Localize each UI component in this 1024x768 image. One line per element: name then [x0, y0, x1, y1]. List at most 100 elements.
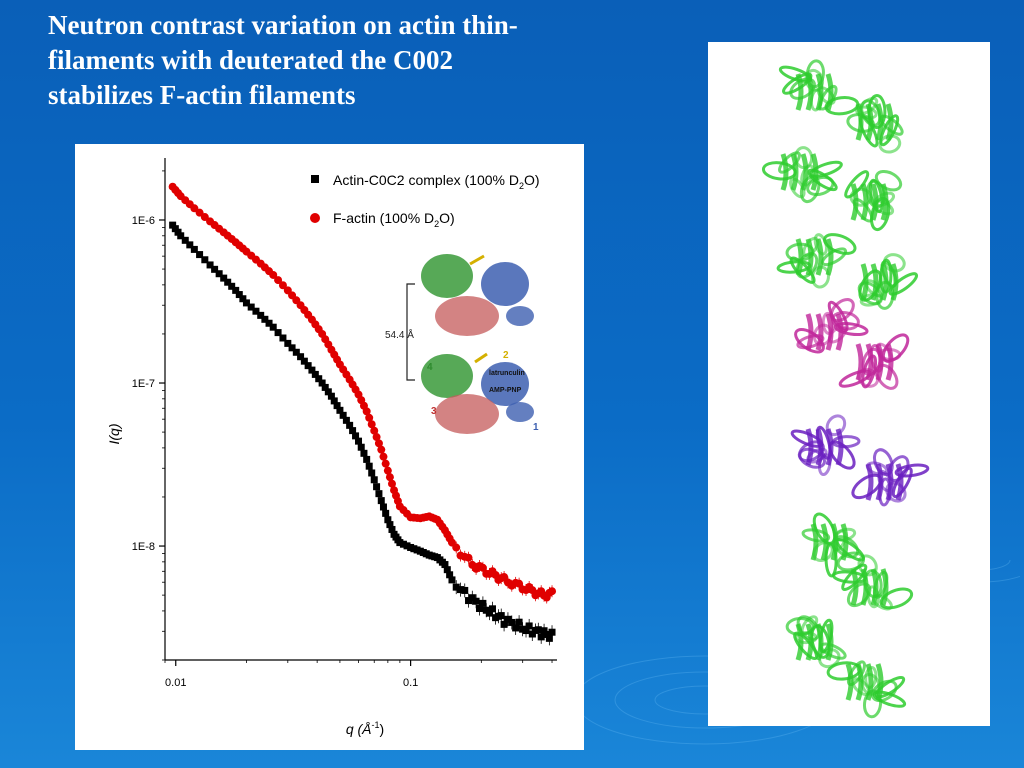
- series-complex-points: [169, 221, 556, 646]
- factin-data-point: [515, 579, 524, 588]
- slide-title: Neutron contrast variation on actin thin…: [48, 8, 688, 113]
- legend-marker-factin: [310, 213, 320, 223]
- y-tick-label-2: 1E-8: [132, 541, 155, 553]
- complex-data-point: [379, 503, 387, 511]
- complex-data-point: [368, 469, 376, 477]
- complex-data-point: [475, 604, 483, 612]
- complex-data-point: [485, 609, 493, 617]
- f-actin-filament-illustration: [761, 59, 930, 719]
- actin-subunit-11: [801, 512, 866, 578]
- factin-data-point: [278, 281, 287, 290]
- x-axis-label-sup: -1: [372, 720, 380, 730]
- complex-data-point: [534, 626, 542, 634]
- complex-data-point: [169, 221, 177, 229]
- complex-data-point: [446, 571, 454, 579]
- complex-data-point: [465, 597, 473, 605]
- complex-data-point: [500, 620, 508, 628]
- complex-data-point: [190, 245, 198, 253]
- complex-data-point: [261, 315, 269, 323]
- complex-data-point: [456, 586, 464, 594]
- complex-data-point: [461, 586, 469, 594]
- complex-data-point: [215, 270, 223, 278]
- complex-data-point: [257, 311, 265, 319]
- complex-data-point: [452, 583, 460, 591]
- complex-data-point: [311, 370, 319, 378]
- complex-data-point: [382, 509, 390, 517]
- complex-data-point: [497, 612, 505, 620]
- label-amp-pnp: AMP-PNP: [489, 387, 522, 394]
- upper-actin-subunit-illustration: [421, 254, 534, 336]
- label-subdomain-4: 4: [427, 362, 433, 373]
- series-factin-points: [168, 182, 557, 604]
- complex-data-point: [342, 416, 350, 424]
- factin-data-point: [385, 473, 394, 482]
- factin-data-point: [464, 553, 473, 562]
- factin-data-point: [200, 213, 209, 222]
- factin-data-point: [372, 433, 381, 442]
- complex-data-point: [239, 295, 247, 303]
- complex-data-point: [522, 627, 530, 635]
- complex-data-point: [318, 379, 326, 387]
- complex-data-point: [508, 618, 516, 626]
- complex-data-point: [201, 256, 209, 264]
- complex-data-point: [228, 282, 236, 290]
- complex-data-point: [528, 630, 536, 638]
- complex-data-point: [324, 388, 332, 396]
- complex-data-point: [224, 278, 232, 286]
- complex-data-point: [252, 307, 260, 315]
- complex-data-point: [468, 594, 476, 602]
- complex-data-point: [377, 497, 385, 505]
- label-latrunculin: latrunculin: [489, 370, 525, 377]
- distance-label: 54.4 Å: [385, 328, 414, 341]
- x-axis-label-tail: ): [380, 721, 385, 737]
- title-line-2: filaments with deuterated the C002: [48, 45, 453, 75]
- complex-data-point: [357, 443, 365, 451]
- complex-data-point: [472, 597, 480, 605]
- complex-data-point: [247, 303, 255, 311]
- complex-data-point: [327, 392, 335, 400]
- complex-data-point: [399, 540, 407, 548]
- complex-data-point: [304, 362, 312, 370]
- complex-data-point: [177, 232, 185, 240]
- factin-data-point: [274, 276, 283, 285]
- actin-subunit-1: [778, 59, 860, 116]
- complex-data-point: [297, 353, 305, 361]
- complex-data-point: [540, 627, 548, 635]
- x-tick-label-0: 0.01: [165, 677, 186, 689]
- complex-data-point: [512, 624, 520, 632]
- y-tick-label-1: 1E-7: [132, 378, 155, 390]
- complex-data-point: [274, 329, 282, 337]
- complex-data-point: [171, 225, 179, 233]
- complex-data-point: [336, 406, 344, 414]
- legend: Actin-C0C2 complex (100% D2O) F-actin (1…: [310, 172, 540, 229]
- complex-data-point: [339, 411, 347, 419]
- complex-data-point: [181, 236, 189, 244]
- complex-data-point: [269, 323, 277, 331]
- complex-data-point: [543, 630, 551, 638]
- x-axis-label: q (Å-1): [346, 720, 384, 737]
- factin-data-point: [381, 459, 390, 468]
- complex-data-point: [515, 618, 523, 626]
- x-tick-label-1: 0.1: [403, 677, 418, 689]
- complex-data-point: [346, 421, 354, 429]
- complex-data-point: [525, 622, 533, 630]
- complex-data-point: [403, 542, 411, 550]
- complex-data-point: [174, 228, 182, 236]
- complex-data-point: [242, 299, 250, 307]
- complex-data-point: [279, 334, 287, 342]
- actin-subunit-13: [785, 615, 847, 669]
- complex-data-point: [333, 402, 341, 410]
- complex-data-point: [448, 576, 456, 584]
- complex-data-point: [441, 561, 449, 569]
- label-subdomain-3: 3: [431, 406, 437, 417]
- complex-data-point: [308, 366, 316, 374]
- actin-subunit-14: [826, 660, 907, 719]
- complex-data-point: [292, 348, 300, 356]
- complex-data-point: [396, 539, 404, 547]
- complex-data-point: [284, 339, 292, 347]
- complex-data-point: [375, 490, 383, 498]
- sans-chart: 1E-6 1E-7 1E-8 0.01 0.1 I(q) q (Å-1) Actin-C…: [106, 158, 557, 737]
- complex-data-point: [349, 427, 357, 435]
- factin-data-point: [195, 208, 204, 217]
- complex-data-point: [386, 521, 394, 529]
